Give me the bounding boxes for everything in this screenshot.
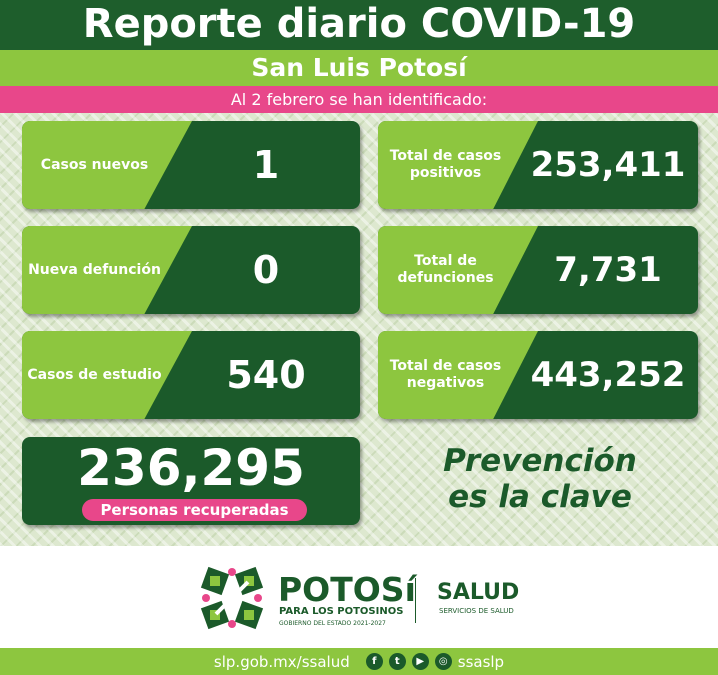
gobierno-text: GOBIERNO DEL ESTADO 2021-2027 <box>279 620 386 627</box>
stat-card-casos-nuevos: Casos nuevos 1 <box>22 121 360 209</box>
slogan: Prevención es la clave <box>380 443 700 515</box>
twitter-icon[interactable]: t <box>388 653 406 670</box>
slogan-line1: Prevención <box>443 443 637 479</box>
subtitle: San Luis Potosí <box>0 50 718 86</box>
youtube-icon[interactable]: ▶ <box>411 653 429 670</box>
stat-label: Nueva defunción <box>22 226 192 314</box>
stat-label: Total de defunciones <box>378 226 538 314</box>
salud-wordmark: SALUD <box>437 580 520 605</box>
instagram-icon[interactable]: ◎ <box>434 653 452 670</box>
stat-value: 540 <box>226 353 306 397</box>
stat-label: Casos nuevos <box>22 121 192 209</box>
stat-label: Total de casos positivos <box>378 121 538 209</box>
stat-card-total-positivos: Total de casos positivos 253,411 <box>378 121 698 209</box>
stat-value: 0 <box>252 248 280 292</box>
recovered-card: 236,295 Personas recuperadas <box>22 437 360 525</box>
recovered-value: 236,295 <box>77 439 305 497</box>
stat-label: Casos de estudio <box>22 331 192 419</box>
slogan-line2: es la clave <box>448 479 632 515</box>
page-title: Reporte diario COVID-19 <box>0 0 718 50</box>
potosi-tagline: PARA LOS POTOSINOS <box>279 606 404 617</box>
date-line: Al 2 febrero se han identificado: <box>0 86 718 113</box>
logo-divider <box>415 578 416 623</box>
servicios-text: SERVICIOS DE SALUD <box>439 607 514 615</box>
potosi-emblem-logo <box>200 566 264 630</box>
potosi-wordmark: POTOSí <box>278 570 416 609</box>
stat-value: 7,731 <box>554 250 662 290</box>
stat-label: Total de casos negativos <box>378 331 538 419</box>
recovered-label: Personas recuperadas <box>82 499 307 521</box>
social-handle[interactable]: ssaslp <box>457 652 505 671</box>
footer: slp.gob.mx/ssalud f t ▶ ◎ ssaslp <box>0 648 718 675</box>
stat-value: 253,411 <box>530 145 686 185</box>
website-link[interactable]: slp.gob.mx/ssalud <box>213 652 350 671</box>
stat-card-nueva-defuncion: Nueva defunción 0 <box>22 226 360 314</box>
stat-card-casos-estudio: Casos de estudio 540 <box>22 331 360 419</box>
facebook-icon[interactable]: f <box>365 653 383 670</box>
stat-card-total-defunciones: Total de defunciones 7,731 <box>378 226 698 314</box>
stat-value: 443,252 <box>530 355 686 395</box>
stat-value: 1 <box>252 143 280 187</box>
stat-card-total-negativos: Total de casos negativos 443,252 <box>378 331 698 419</box>
